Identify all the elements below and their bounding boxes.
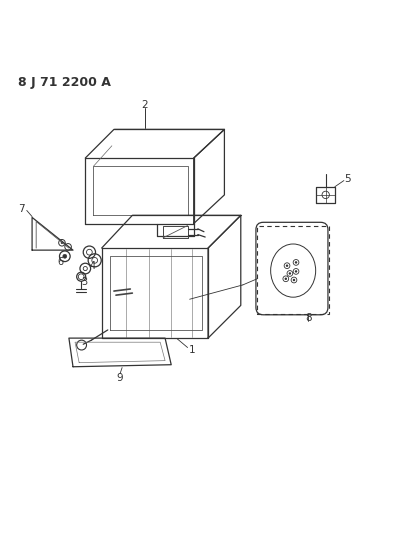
Circle shape bbox=[61, 241, 63, 244]
Circle shape bbox=[286, 264, 288, 267]
Circle shape bbox=[293, 279, 295, 281]
Text: 4: 4 bbox=[89, 261, 95, 271]
Circle shape bbox=[295, 261, 297, 264]
Bar bbox=[257, 225, 329, 313]
Text: 9: 9 bbox=[117, 373, 123, 383]
Circle shape bbox=[285, 278, 287, 280]
Text: 6: 6 bbox=[58, 257, 64, 268]
Text: 5: 5 bbox=[344, 174, 351, 183]
Circle shape bbox=[295, 270, 297, 273]
Text: 8: 8 bbox=[305, 313, 311, 322]
Circle shape bbox=[289, 272, 291, 274]
Text: 2: 2 bbox=[141, 100, 148, 110]
Text: 1: 1 bbox=[188, 345, 195, 356]
Circle shape bbox=[63, 254, 67, 259]
Text: 3: 3 bbox=[81, 278, 87, 287]
Text: 7: 7 bbox=[19, 204, 25, 214]
Text: 8 J 71 2200 A: 8 J 71 2200 A bbox=[18, 76, 111, 89]
